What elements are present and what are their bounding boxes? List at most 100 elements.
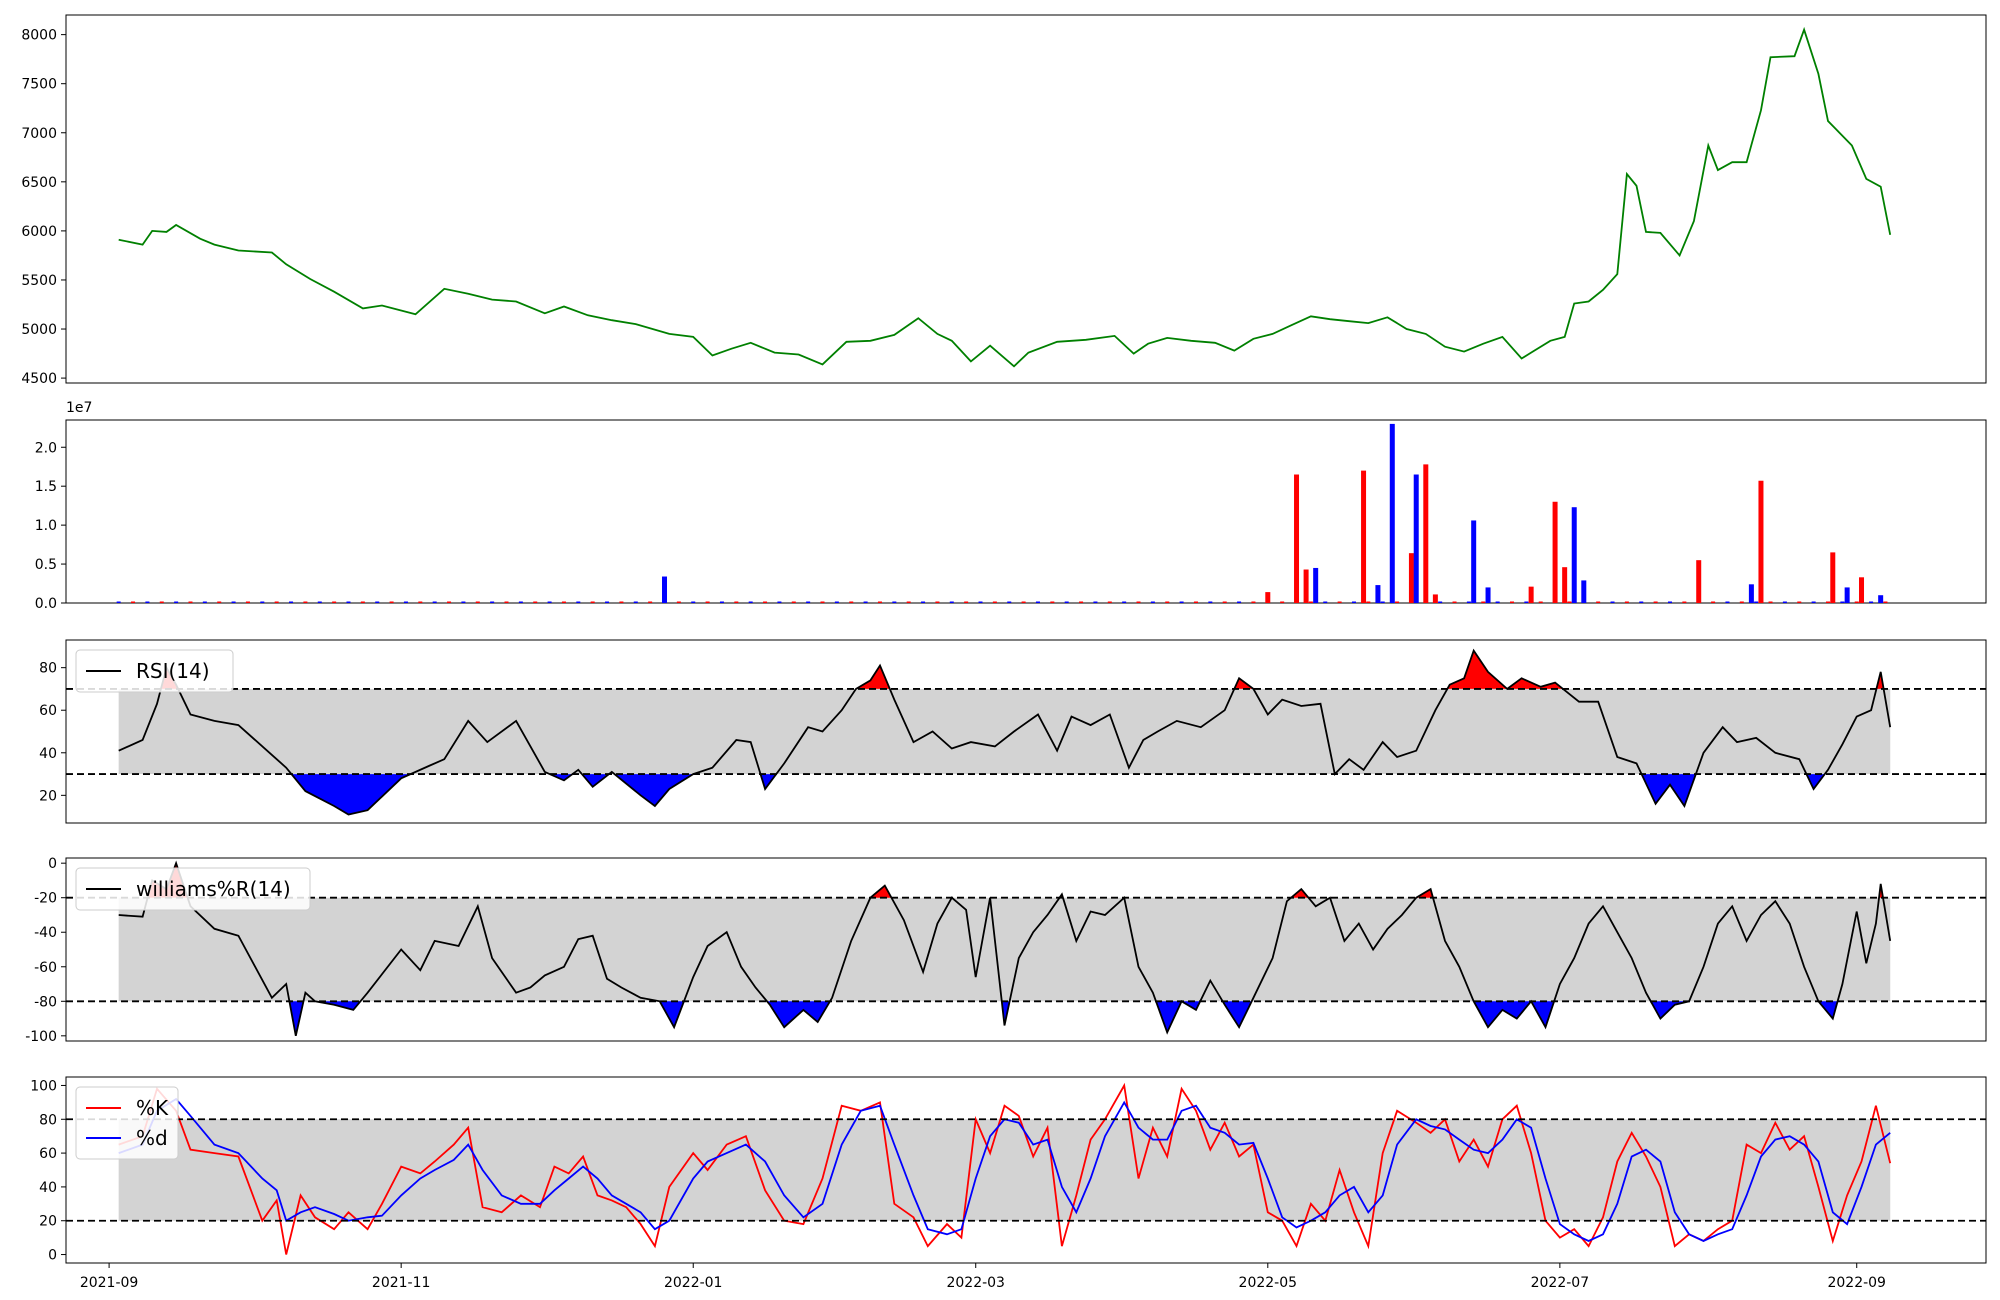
volume-bar <box>1375 585 1381 603</box>
volume-bar-baseline <box>475 601 480 603</box>
volume-bar-baseline <box>1797 601 1802 603</box>
volume-bar-baseline <box>1193 601 1198 603</box>
volume-bar-baseline <box>1021 601 1026 603</box>
volume-bar-baseline <box>245 601 250 603</box>
legend-label: %K <box>136 1096 169 1120</box>
volume-bar <box>1844 587 1850 603</box>
williams-oversold-fill <box>289 1001 304 1036</box>
volume-bar-baseline <box>1165 601 1170 603</box>
date-axis: 2021-09 2021-11 2022-01 2022-03 2022-05 2022-… <box>80 1263 1886 1291</box>
rsi-oversold-fill <box>1806 774 1825 789</box>
y-tick-label: 6500 <box>21 175 57 191</box>
volume-bar-baseline <box>375 601 380 603</box>
volume-bar-baseline <box>1854 601 1859 603</box>
volume-bar-baseline <box>533 601 538 603</box>
volume-bar <box>1432 594 1438 603</box>
volume-bar-baseline <box>863 601 868 603</box>
volume-bar-baseline <box>116 601 121 603</box>
y-tick-label: 1.5 <box>35 479 57 495</box>
volume-bar-baseline <box>547 601 552 603</box>
volume-bar-baseline <box>676 601 681 603</box>
volume-bar-baseline <box>892 601 897 603</box>
volume-bar-baseline <box>619 601 624 603</box>
williams-oversold-fill <box>1222 1001 1252 1028</box>
legend-box <box>75 1086 179 1160</box>
volume-bar <box>1748 584 1754 603</box>
x-tick-label: 2022-09 <box>1827 1275 1886 1291</box>
volume-bar-baseline <box>188 601 193 603</box>
volume-bar-baseline <box>274 601 279 603</box>
williams-oversold-fill <box>1156 1001 1182 1033</box>
rsi-legend: RSI(14) <box>75 649 234 693</box>
y-tick-label: 4500 <box>21 371 57 387</box>
williams-legend: williams%R(14) <box>75 867 311 911</box>
volume-bar <box>1389 423 1395 603</box>
legend-label: RSI(14) <box>136 659 210 683</box>
stochastic-legend: %K %d <box>75 1086 179 1160</box>
volume-bar-baseline <box>1380 601 1385 603</box>
y-tick-label: 60 <box>39 1146 57 1162</box>
volume-bar-baseline <box>303 601 308 603</box>
volume-bar-baseline <box>1495 601 1500 603</box>
volume-bar-baseline <box>1725 601 1730 603</box>
volume-bar-baseline <box>1222 601 1227 603</box>
volume-bar-baseline <box>1538 601 1543 603</box>
volume-bar <box>1830 552 1836 603</box>
volume-bar-baseline <box>202 601 207 603</box>
volume-bar-baseline <box>705 601 710 603</box>
volume-bar-baseline <box>1739 601 1744 603</box>
x-tick-label: 2022-03 <box>946 1275 1005 1291</box>
volume-bar-baseline <box>360 601 365 603</box>
williams-axes-frame <box>65 857 1987 1042</box>
volume-bar-baseline <box>791 601 796 603</box>
x-tick-label: 2022-01 <box>664 1275 723 1291</box>
volume-bar-baseline <box>935 601 940 603</box>
volume-bar-baseline <box>1351 601 1356 603</box>
williams-line <box>118 860 1892 1036</box>
y-tick-label: 0 <box>48 1248 57 1264</box>
rsi-oversold-fill <box>291 774 411 815</box>
x-tick-label: 2021-11 <box>372 1275 431 1291</box>
volume-bar <box>1878 595 1884 603</box>
volume-bar-baseline <box>1509 601 1514 603</box>
volume-bar-baseline <box>1825 601 1830 603</box>
y-tick-label: 20 <box>39 788 57 804</box>
y-tick-label: 2.0 <box>35 440 57 456</box>
volume-y-axis: 0.0 0.5 1.0 1.5 2.0 <box>35 440 66 612</box>
volume-bar-baseline <box>734 601 739 603</box>
volume-bar-baseline <box>1811 601 1816 603</box>
y-tick-label: 40 <box>39 1180 57 1196</box>
volume-bar-baseline <box>1653 601 1658 603</box>
williams-y-axis: -100 -80 -60 -40 -20 0 <box>25 856 66 1045</box>
volume-bar-baseline <box>1064 601 1069 603</box>
volume-bar-baseline <box>1122 601 1127 603</box>
y-tick-label: -100 <box>25 1029 57 1045</box>
volume-bar-baseline <box>1466 601 1471 603</box>
volume-bar-baseline <box>1337 601 1342 603</box>
volume-bar-baseline <box>1883 601 1888 603</box>
volume-bar-baseline <box>1782 601 1787 603</box>
volume-bar <box>1313 567 1319 603</box>
volume-bar <box>1471 520 1477 603</box>
volume-bar <box>1423 464 1429 603</box>
volume-bar-baseline <box>1610 601 1615 603</box>
volume-bar-baseline <box>806 601 811 603</box>
rsi-oversold-fill <box>581 774 610 787</box>
volume-bar-baseline <box>490 601 495 603</box>
volume-bar-baseline <box>1438 601 1443 603</box>
y-tick-label: 6000 <box>21 224 57 240</box>
volume-bar-baseline <box>461 601 466 603</box>
volume-bar-baseline <box>289 601 294 603</box>
price-axes-frame <box>65 14 1987 384</box>
volume-bar-baseline <box>964 601 969 603</box>
rsi-neutral-band <box>118 688 1891 775</box>
stochastic-line-%d <box>118 1097 1891 1242</box>
stochastic-neutral-band <box>118 1119 1891 1221</box>
volume-bar-baseline <box>605 601 610 603</box>
price-line <box>118 26 1892 368</box>
volume-bar-baseline <box>561 601 566 603</box>
williams-oversold-fill <box>1531 1001 1555 1028</box>
volume-bar-baseline <box>949 601 954 603</box>
volume-bar-baseline <box>1007 601 1012 603</box>
volume-bar-baseline <box>576 601 581 603</box>
